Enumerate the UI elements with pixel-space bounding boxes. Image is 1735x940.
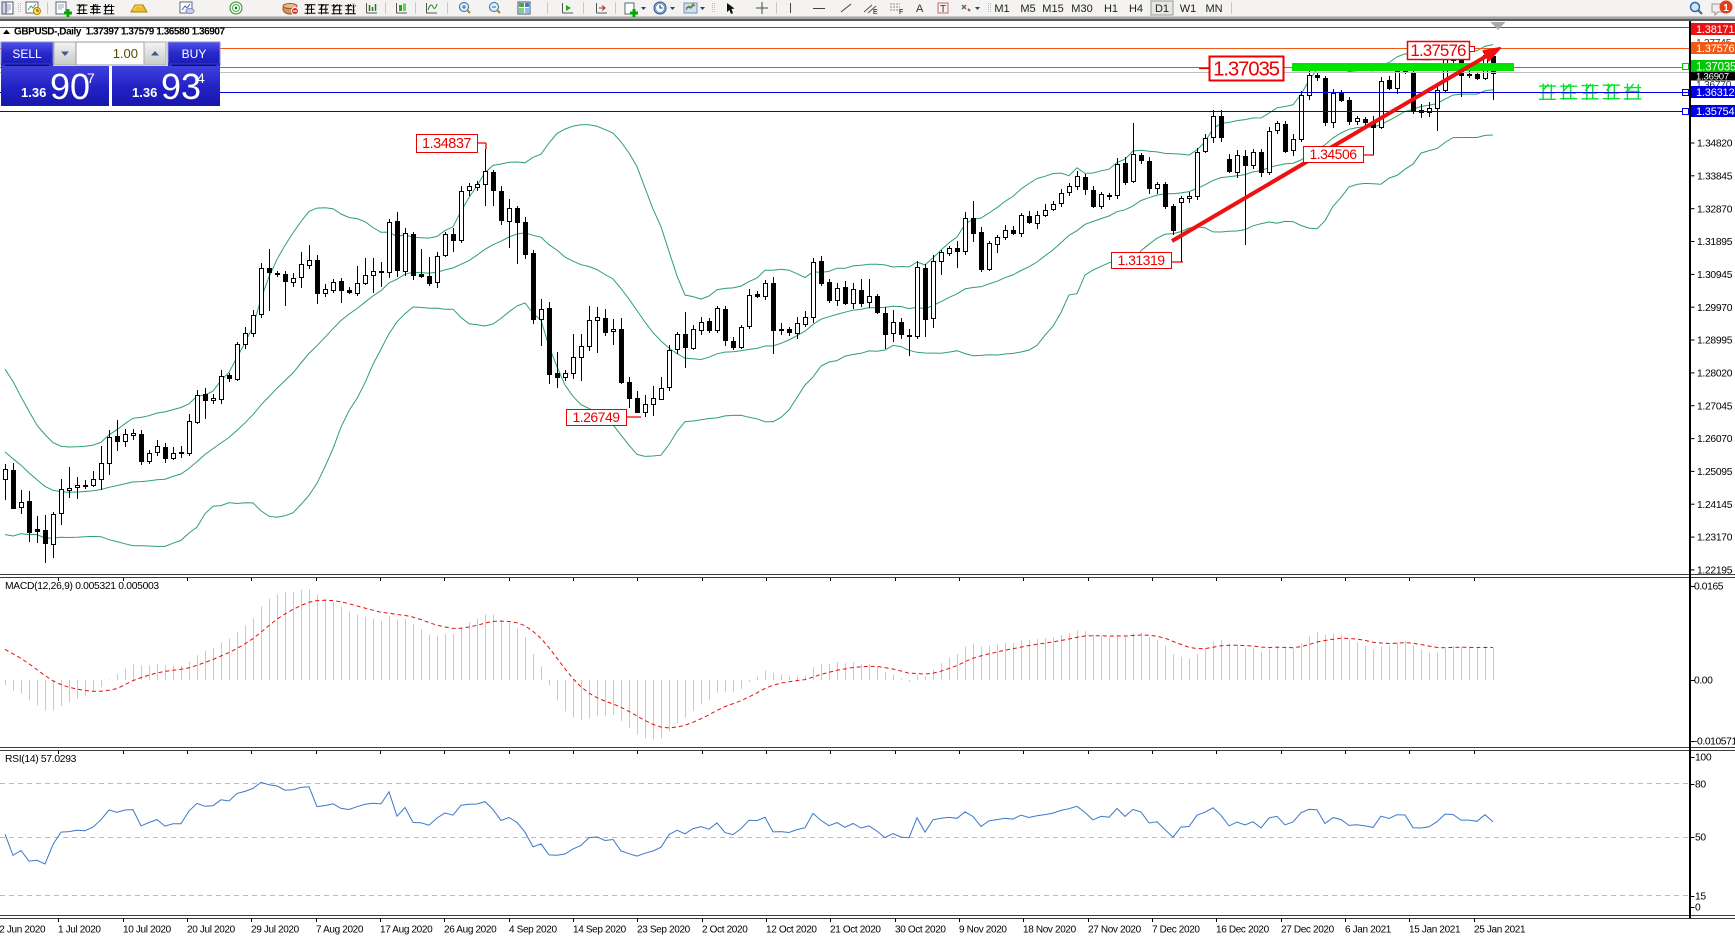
svg-text:1.31319: 1.31319: [1117, 252, 1165, 268]
svg-text:15 Jan 2021: 15 Jan 2021: [1409, 925, 1461, 936]
svg-text:1.28995: 1.28995: [1697, 336, 1733, 347]
svg-text:W1: W1: [1180, 3, 1197, 15]
svg-text:20 Jul 2020: 20 Jul 2020: [187, 925, 236, 936]
svg-text:MACD(12,26,9) 0.005321 0.00500: MACD(12,26,9) 0.005321 0.005003: [5, 581, 159, 592]
svg-text:1.34837: 1.34837: [422, 136, 471, 152]
svg-text:25 Jan 2021: 25 Jan 2021: [1474, 925, 1526, 936]
svg-text:18 Nov 2020: 18 Nov 2020: [1023, 925, 1077, 936]
svg-text:1.37035: 1.37035: [1213, 57, 1280, 80]
svg-text:90: 90: [50, 66, 90, 107]
svg-text:1.32870: 1.32870: [1697, 204, 1733, 215]
svg-text:26 Aug 2020: 26 Aug 2020: [444, 925, 497, 936]
svg-text:14 Sep 2020: 14 Sep 2020: [573, 925, 627, 936]
svg-text:7: 7: [87, 70, 95, 86]
svg-text:1.33845: 1.33845: [1697, 171, 1733, 182]
svg-text:0.00: 0.00: [1694, 676, 1713, 687]
svg-text:0.0165: 0.0165: [1694, 582, 1724, 593]
svg-text:1.36: 1.36: [132, 85, 157, 100]
svg-text:4 Sep 2020: 4 Sep 2020: [509, 925, 557, 936]
svg-text:1.37576: 1.37576: [1410, 41, 1466, 60]
svg-text:0: 0: [1695, 903, 1701, 914]
svg-text:1.31895: 1.31895: [1697, 237, 1733, 248]
svg-text:M1: M1: [994, 3, 1009, 15]
svg-text:12 Oct 2020: 12 Oct 2020: [766, 925, 817, 936]
svg-text:50: 50: [1695, 833, 1706, 844]
svg-text:1.34820: 1.34820: [1697, 139, 1733, 150]
svg-text:100: 100: [1695, 753, 1712, 764]
svg-text:M5: M5: [1020, 3, 1035, 15]
svg-text:SELL: SELL: [12, 47, 42, 61]
svg-text:1.26070: 1.26070: [1697, 434, 1733, 445]
svg-text:4: 4: [197, 70, 205, 86]
svg-text:1.23170: 1.23170: [1697, 533, 1733, 544]
svg-text:1.36770: 1.36770: [1696, 80, 1732, 91]
svg-text:7 Aug 2020: 7 Aug 2020: [316, 925, 364, 936]
svg-text:MN: MN: [1205, 3, 1222, 15]
svg-text:1.36312: 1.36312: [1696, 87, 1734, 99]
svg-text:1.29970: 1.29970: [1697, 303, 1733, 314]
svg-text:27 Nov 2020: 27 Nov 2020: [1088, 925, 1142, 936]
svg-text:RSI(14) 57.0293: RSI(14) 57.0293: [5, 754, 77, 765]
svg-text:A: A: [916, 3, 924, 15]
svg-text:1.34506: 1.34506: [1309, 146, 1357, 162]
svg-text:7 Dec 2020: 7 Dec 2020: [1152, 925, 1200, 936]
svg-text:1: 1: [1723, 3, 1729, 14]
svg-text:9 Nov 2020: 9 Nov 2020: [959, 925, 1007, 936]
svg-text:80: 80: [1695, 780, 1706, 791]
svg-text:6 Jan 2021: 6 Jan 2021: [1345, 925, 1392, 936]
svg-text:93: 93: [161, 66, 201, 107]
svg-text:1.24145: 1.24145: [1697, 500, 1733, 511]
svg-text:M15: M15: [1042, 3, 1063, 15]
svg-text:1.36: 1.36: [21, 85, 46, 100]
svg-text:H1: H1: [1104, 3, 1118, 15]
svg-text:10 Jul 2020: 10 Jul 2020: [123, 925, 172, 936]
svg-text:17 Aug 2020: 17 Aug 2020: [380, 925, 433, 936]
svg-text:23 Sep 2020: 23 Sep 2020: [637, 925, 691, 936]
svg-text:22 Jun 2020: 22 Jun 2020: [0, 925, 46, 936]
svg-text:1.27045: 1.27045: [1697, 401, 1733, 412]
svg-text:29 Jul 2020: 29 Jul 2020: [251, 925, 300, 936]
svg-text:1.36907: 1.36907: [1696, 72, 1729, 83]
svg-text:1.00: 1.00: [113, 46, 138, 61]
svg-text:-0.010571: -0.010571: [1694, 737, 1735, 748]
svg-text:F: F: [899, 9, 903, 16]
svg-text:15: 15: [1695, 892, 1706, 903]
svg-text:1.38171: 1.38171: [1696, 24, 1734, 36]
svg-text:1.37576: 1.37576: [1696, 43, 1734, 55]
svg-text:GBPUSD-,Daily 1.37397 1.37579: GBPUSD-,Daily 1.37397 1.37579 1.36580 1.…: [14, 27, 225, 38]
svg-text:1.26749: 1.26749: [572, 409, 620, 425]
svg-text:BUY: BUY: [182, 47, 207, 61]
svg-text:2 Oct 2020: 2 Oct 2020: [702, 925, 748, 936]
svg-text:27 Dec 2020: 27 Dec 2020: [1281, 925, 1335, 936]
svg-text:1.30945: 1.30945: [1697, 270, 1733, 281]
svg-text:T: T: [940, 4, 946, 15]
svg-text:1.37035: 1.37035: [1696, 62, 1735, 74]
svg-text:H4: H4: [1129, 3, 1143, 15]
svg-text:21 Oct 2020: 21 Oct 2020: [830, 925, 881, 936]
svg-text:1.35754: 1.35754: [1696, 106, 1734, 118]
svg-text:30 Oct 2020: 30 Oct 2020: [895, 925, 946, 936]
svg-text:1.28020: 1.28020: [1697, 369, 1733, 380]
svg-text:1.25095: 1.25095: [1697, 467, 1733, 478]
svg-text:E: E: [873, 9, 878, 16]
svg-text:D1: D1: [1155, 3, 1169, 15]
svg-text:16 Dec 2020: 16 Dec 2020: [1216, 925, 1270, 936]
svg-text:M30: M30: [1071, 3, 1092, 15]
svg-text:1.22195: 1.22195: [1697, 566, 1733, 577]
svg-text:1 Jul 2020: 1 Jul 2020: [58, 925, 101, 936]
